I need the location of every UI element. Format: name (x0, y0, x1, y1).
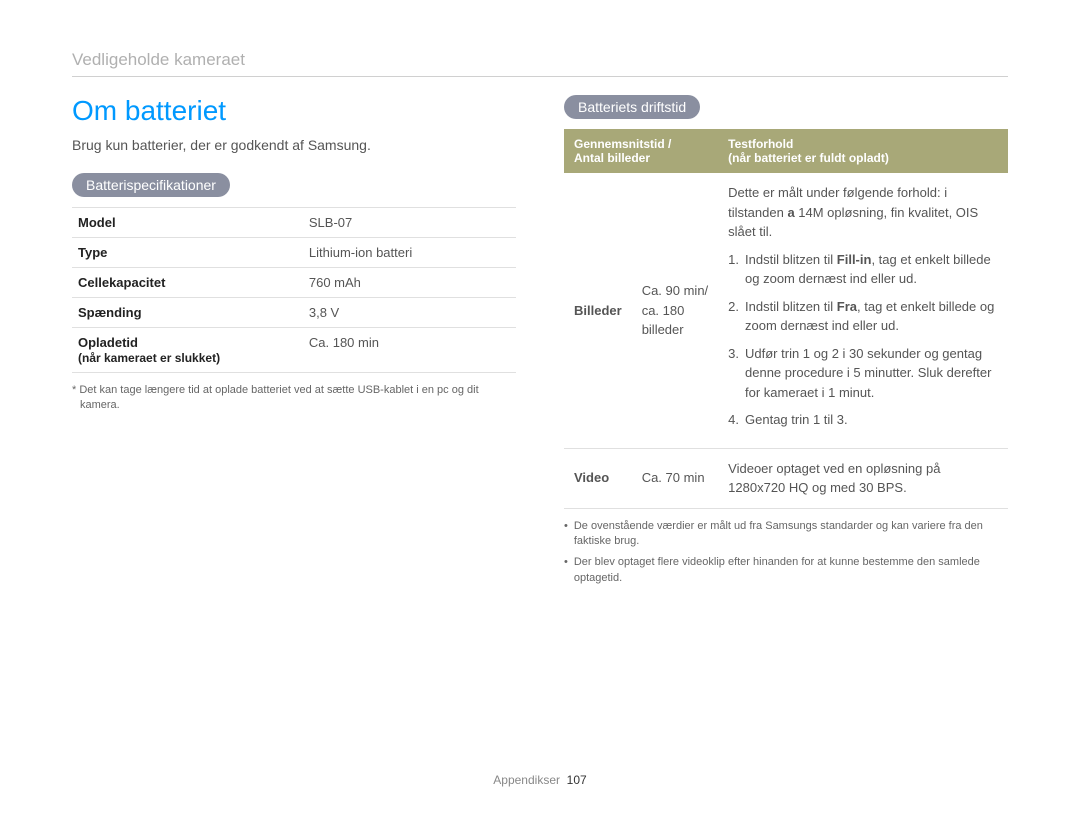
table-row: Model SLB-07 (72, 208, 516, 238)
table-row: Video Ca. 70 min Videoer optaget ved en … (564, 448, 1008, 508)
spec-label: Opladetid (når kameraet er slukket) (72, 328, 303, 373)
page-title: Om batteriet (72, 95, 516, 127)
spec-value: SLB-07 (303, 208, 516, 238)
runtime-avg: Ca. 90 min/ ca. 180 billeder (632, 173, 718, 448)
spec-value: Ca. 180 min (303, 328, 516, 373)
table-row: Type Lithium-ion batteri (72, 238, 516, 268)
table-row: Spænding 3,8 V (72, 298, 516, 328)
column-left: Om batteriet Brug kun batterier, der er … (72, 95, 516, 592)
runtime-conditions: Videoer optaget ved en opløsning på 1280… (718, 448, 1008, 508)
footer-label: Appendikser (493, 773, 560, 787)
runtime-table: Gennemsnitstid / Antal billeder Testforh… (564, 129, 1008, 509)
spec-label: Cellekapacitet (72, 268, 303, 298)
runtime-header-avg: Gennemsnitstid / Antal billeder (564, 129, 718, 173)
runtime-row-label: Video (564, 448, 632, 508)
list-item: 2.Indstil blitzen til Fra, tag et enkelt… (728, 297, 998, 336)
table-row: Cellekapacitet 760 mAh (72, 268, 516, 298)
table-row: Billeder Ca. 90 min/ ca. 180 billeder De… (564, 173, 1008, 448)
page-footer: Appendikser 107 (0, 773, 1080, 787)
list-item: 1.Indstil blitzen til Fill-in, tag et en… (728, 250, 998, 289)
section-pill-runtime: Batteriets driftstid (564, 95, 700, 119)
table-header-row: Gennemsnitstid / Antal billeder Testforh… (564, 129, 1008, 173)
spec-value: 760 mAh (303, 268, 516, 298)
runtime-row-label: Billeder (564, 173, 632, 448)
runtime-header-cond: Testforhold (når batteriet er fuldt opla… (718, 129, 1008, 173)
list-item: 4.Gentag trin 1 til 3. (728, 410, 998, 430)
spec-value: 3,8 V (303, 298, 516, 328)
intro-text: Brug kun batterier, der er godkendt af S… (72, 137, 516, 153)
spec-value: Lithium-ion batteri (303, 238, 516, 268)
list-item: 3.Udfør trin 1 og 2 i 30 sekunder og gen… (728, 344, 998, 403)
list-item: De ovenstående værdier er målt ud fra Sa… (564, 519, 1008, 551)
column-right: Batteriets driftstid Gennemsnitstid / An… (564, 95, 1008, 592)
divider-top (72, 76, 1008, 77)
footnote-left: * Det kan tage længere tid at oplade bat… (72, 383, 516, 414)
breadcrumb: Vedligeholde kameraet (72, 50, 1008, 70)
content-columns: Om batteriet Brug kun batterier, der er … (72, 95, 1008, 592)
spec-label: Type (72, 238, 303, 268)
table-row: Opladetid (når kameraet er slukket) Ca. … (72, 328, 516, 373)
conditions-list: 1.Indstil blitzen til Fill-in, tag et en… (728, 250, 998, 430)
runtime-conditions: Dette er målt under følgende forhold: i … (718, 173, 1008, 448)
list-item: Der blev optaget flere videoklip efter h… (564, 555, 1008, 587)
spec-table: Model SLB-07 Type Lithium-ion batteri Ce… (72, 207, 516, 373)
section-pill-specs: Batterispecifikationer (72, 173, 230, 197)
spec-label: Spænding (72, 298, 303, 328)
spec-label: Model (72, 208, 303, 238)
page-number: 107 (567, 773, 587, 787)
footnotes-right: De ovenstående værdier er målt ud fra Sa… (564, 519, 1008, 588)
runtime-avg: Ca. 70 min (632, 448, 718, 508)
